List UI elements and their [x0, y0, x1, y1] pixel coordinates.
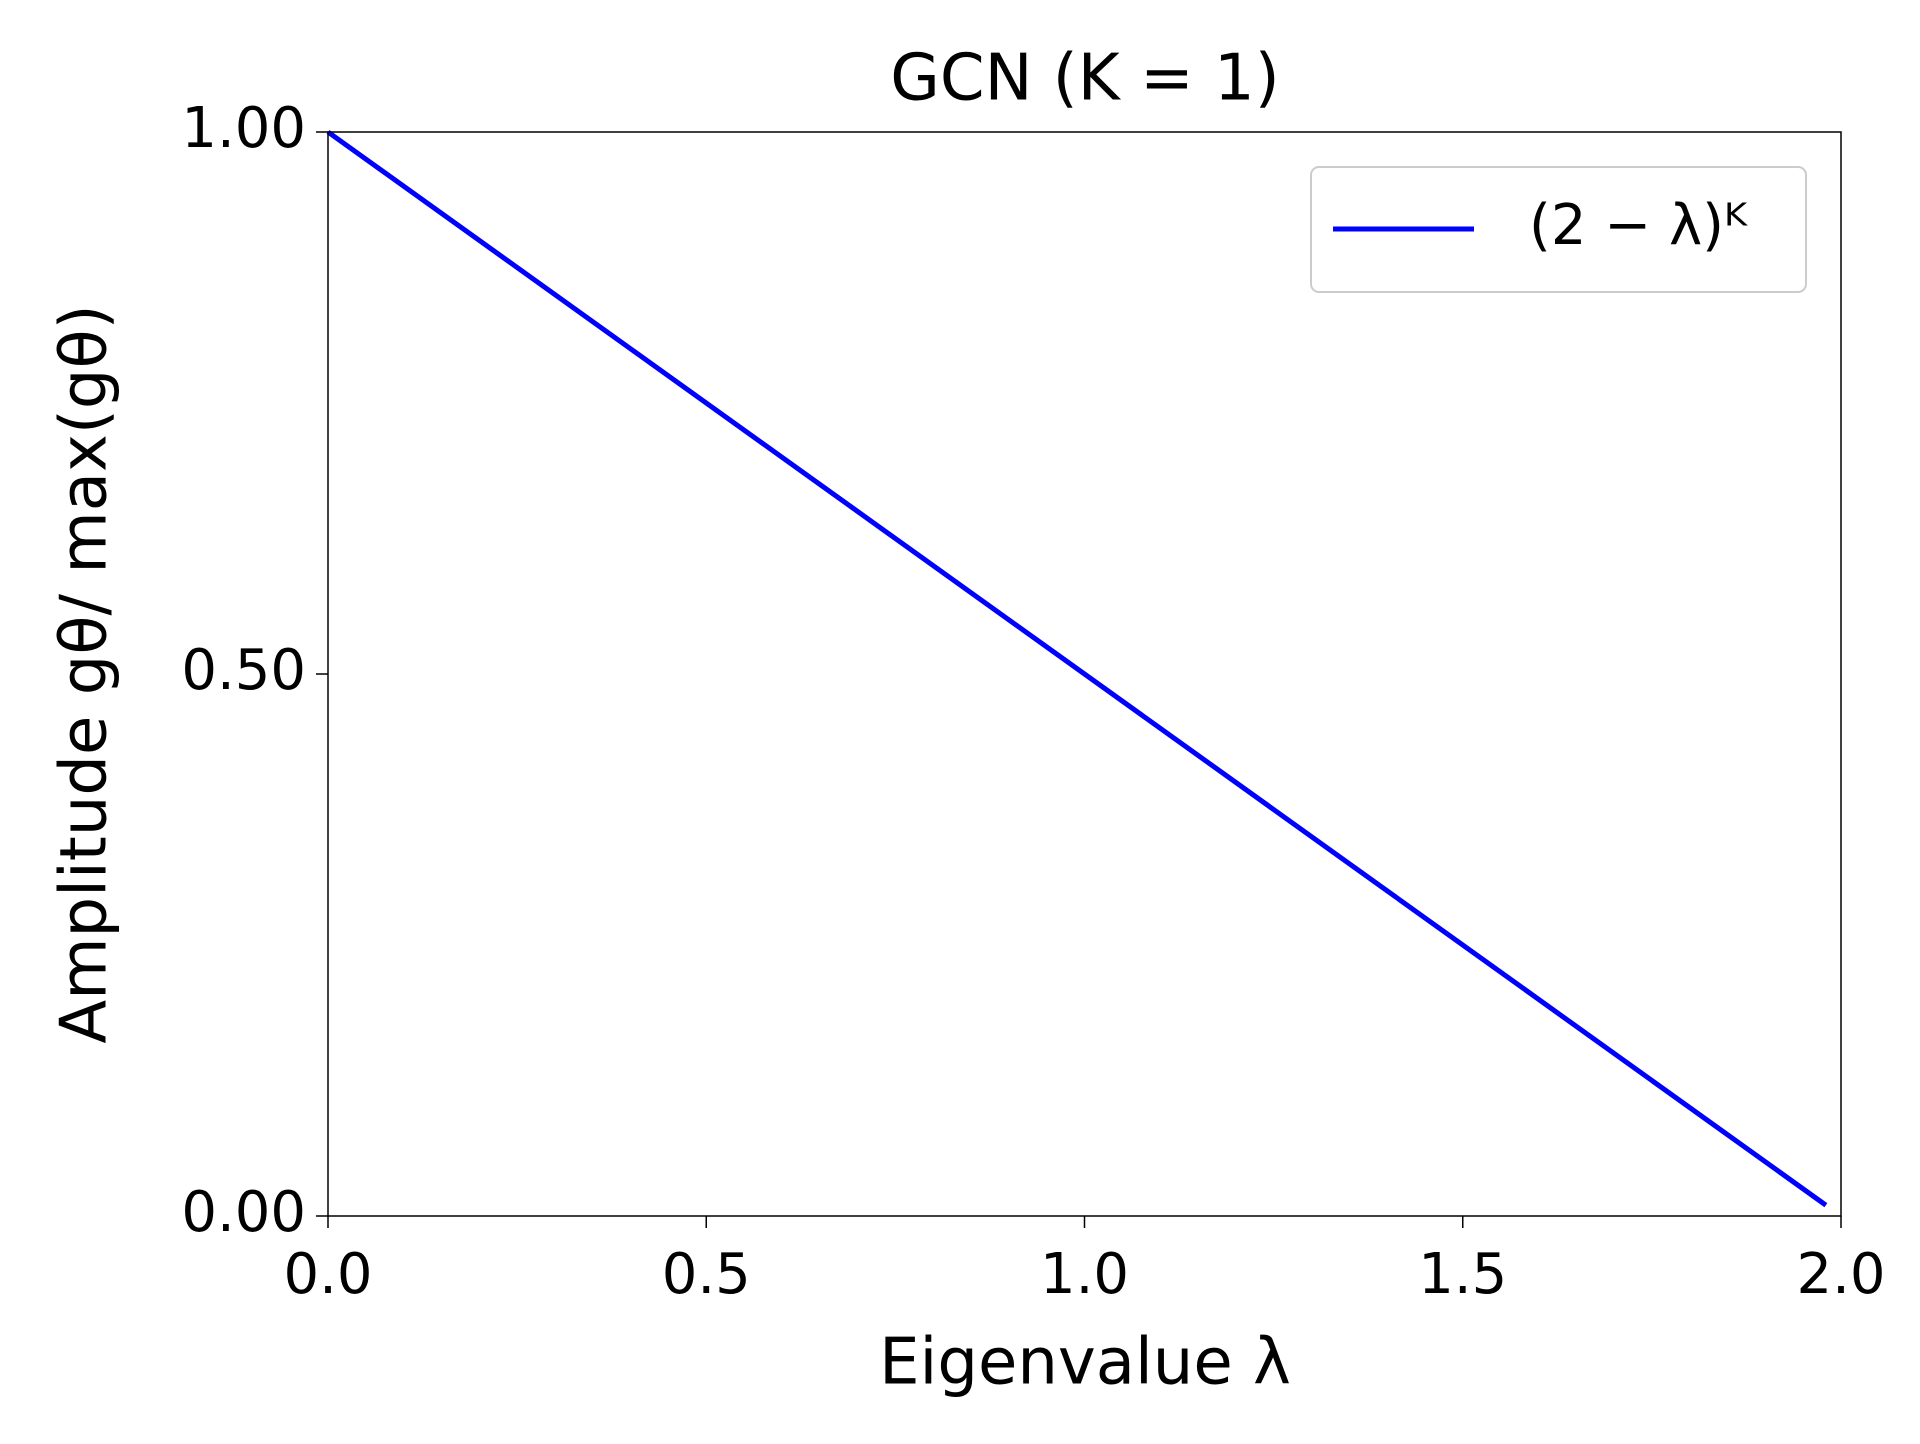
x-axis-label: Eigenvalue λ [879, 1326, 1291, 1400]
x-tick-label: 1.5 [1418, 1242, 1507, 1307]
plot-frame [327, 131, 1842, 1217]
x-tick-label: 0.0 [283, 1242, 372, 1307]
y-tick-label: 0.00 [181, 1180, 306, 1245]
y-tick-label: 1.00 [181, 96, 306, 161]
legend-box [1310, 166, 1807, 293]
x-tick-label: 2.0 [1796, 1242, 1885, 1307]
y-axis-label: Amplitude gθ/ max(gθ) [48, 304, 122, 1043]
x-tick-label: 0.5 [662, 1242, 751, 1307]
chart-title: GCN (K = 1) [890, 42, 1279, 116]
x-tick-label: 1.0 [1040, 1242, 1129, 1307]
legend-label: (2 − λ)ᴷ [1529, 193, 1748, 258]
data-line [326, 129, 1828, 1208]
y-tick-label: 0.50 [181, 638, 306, 703]
